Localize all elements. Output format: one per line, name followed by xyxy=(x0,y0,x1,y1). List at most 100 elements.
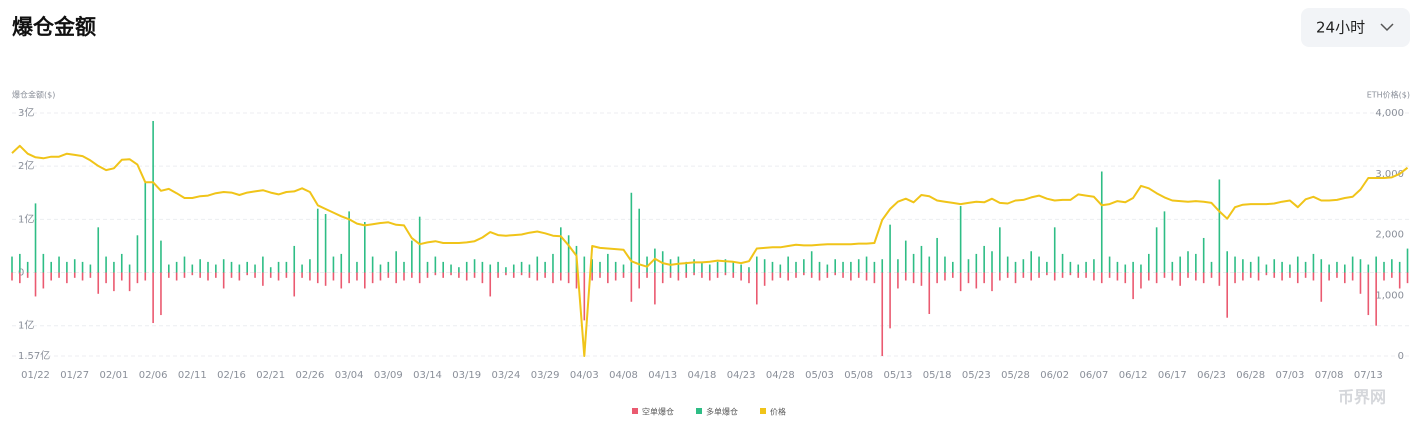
bar xyxy=(881,259,884,273)
bar xyxy=(1320,272,1323,302)
bar xyxy=(1014,261,1017,273)
bar xyxy=(1077,264,1080,273)
bar xyxy=(1391,259,1393,273)
bar xyxy=(175,261,178,273)
bar xyxy=(1273,272,1276,278)
bar xyxy=(1108,256,1111,273)
bar xyxy=(105,256,107,273)
bar xyxy=(1312,272,1315,281)
bar xyxy=(763,259,766,273)
bar xyxy=(215,272,217,278)
bar xyxy=(277,272,280,281)
bar xyxy=(42,253,45,273)
y2-tick-label: 1,000 xyxy=(1375,290,1404,301)
bar xyxy=(1202,272,1205,284)
bar xyxy=(967,259,970,273)
bar xyxy=(403,272,405,281)
bar xyxy=(708,264,711,273)
x-tick-label: 03/24 xyxy=(492,370,521,381)
bar xyxy=(1398,272,1401,289)
bar xyxy=(340,272,343,289)
x-tick-label: 02/11 xyxy=(178,370,207,381)
bar xyxy=(364,222,366,273)
bar xyxy=(1030,272,1032,281)
bar xyxy=(1375,272,1377,326)
bar xyxy=(1116,261,1119,273)
bar xyxy=(991,272,993,292)
bar xyxy=(497,272,499,278)
bar xyxy=(222,259,225,273)
bar xyxy=(528,272,531,278)
bar xyxy=(168,272,170,278)
bar xyxy=(544,261,546,273)
bar xyxy=(160,240,162,273)
bar xyxy=(348,272,350,284)
bar xyxy=(254,264,256,273)
bar xyxy=(481,272,484,284)
bar xyxy=(411,240,413,273)
x-tick-label: 01/27 xyxy=(60,370,89,381)
bar xyxy=(160,272,162,316)
bar xyxy=(324,214,327,273)
bar xyxy=(1202,237,1205,273)
bar xyxy=(1234,256,1236,273)
bar xyxy=(607,272,609,284)
bar xyxy=(222,272,225,289)
bar xyxy=(81,261,84,273)
bar xyxy=(19,272,21,284)
select-label[interactable]: 24小时 xyxy=(1316,19,1365,37)
bar xyxy=(803,272,805,276)
bar xyxy=(826,272,829,278)
bar xyxy=(591,272,593,281)
bar xyxy=(183,256,186,273)
bar xyxy=(246,272,248,276)
bar xyxy=(873,272,876,284)
bar xyxy=(991,251,993,273)
bar xyxy=(1069,261,1072,273)
bar xyxy=(818,261,821,273)
bar xyxy=(591,259,593,273)
bar xyxy=(826,264,829,273)
bar xyxy=(677,272,680,281)
bar xyxy=(1265,264,1268,273)
bar xyxy=(748,267,750,273)
bar xyxy=(897,259,899,273)
bar xyxy=(1124,264,1127,273)
bar xyxy=(1249,272,1252,278)
bar xyxy=(638,208,640,273)
bar xyxy=(207,261,209,273)
bar xyxy=(1085,261,1087,273)
bar xyxy=(316,272,319,284)
bar xyxy=(920,272,923,286)
x-tick-label: 05/28 xyxy=(1001,370,1030,381)
bar xyxy=(450,272,452,276)
period-select[interactable]: 24小时 xyxy=(1301,8,1410,47)
bar xyxy=(1030,251,1032,273)
bar xyxy=(748,272,750,284)
bar xyxy=(622,272,625,278)
bar xyxy=(1312,253,1315,273)
bar xyxy=(1367,264,1370,273)
bar xyxy=(889,224,891,273)
chevron[interactable] xyxy=(1380,23,1394,32)
chart-title: 爆仓金额 xyxy=(12,15,96,39)
bar xyxy=(1320,259,1323,273)
bar xyxy=(1304,272,1307,278)
x-tick-label: 06/23 xyxy=(1197,370,1226,381)
bar xyxy=(1132,272,1134,300)
bar xyxy=(144,182,147,273)
y2-tick-label: 4,000 xyxy=(1375,108,1404,119)
bar xyxy=(599,261,601,273)
bar xyxy=(152,272,154,324)
bar xyxy=(89,272,92,278)
bar xyxy=(1195,272,1197,281)
select-box[interactable] xyxy=(1301,8,1410,47)
bar xyxy=(58,256,60,273)
bar xyxy=(50,272,52,281)
bar xyxy=(364,272,366,289)
bar xyxy=(1398,261,1401,273)
x-tick-label: 02/16 xyxy=(217,370,246,381)
bar xyxy=(426,272,429,278)
bar xyxy=(850,272,852,281)
bar xyxy=(701,261,703,273)
